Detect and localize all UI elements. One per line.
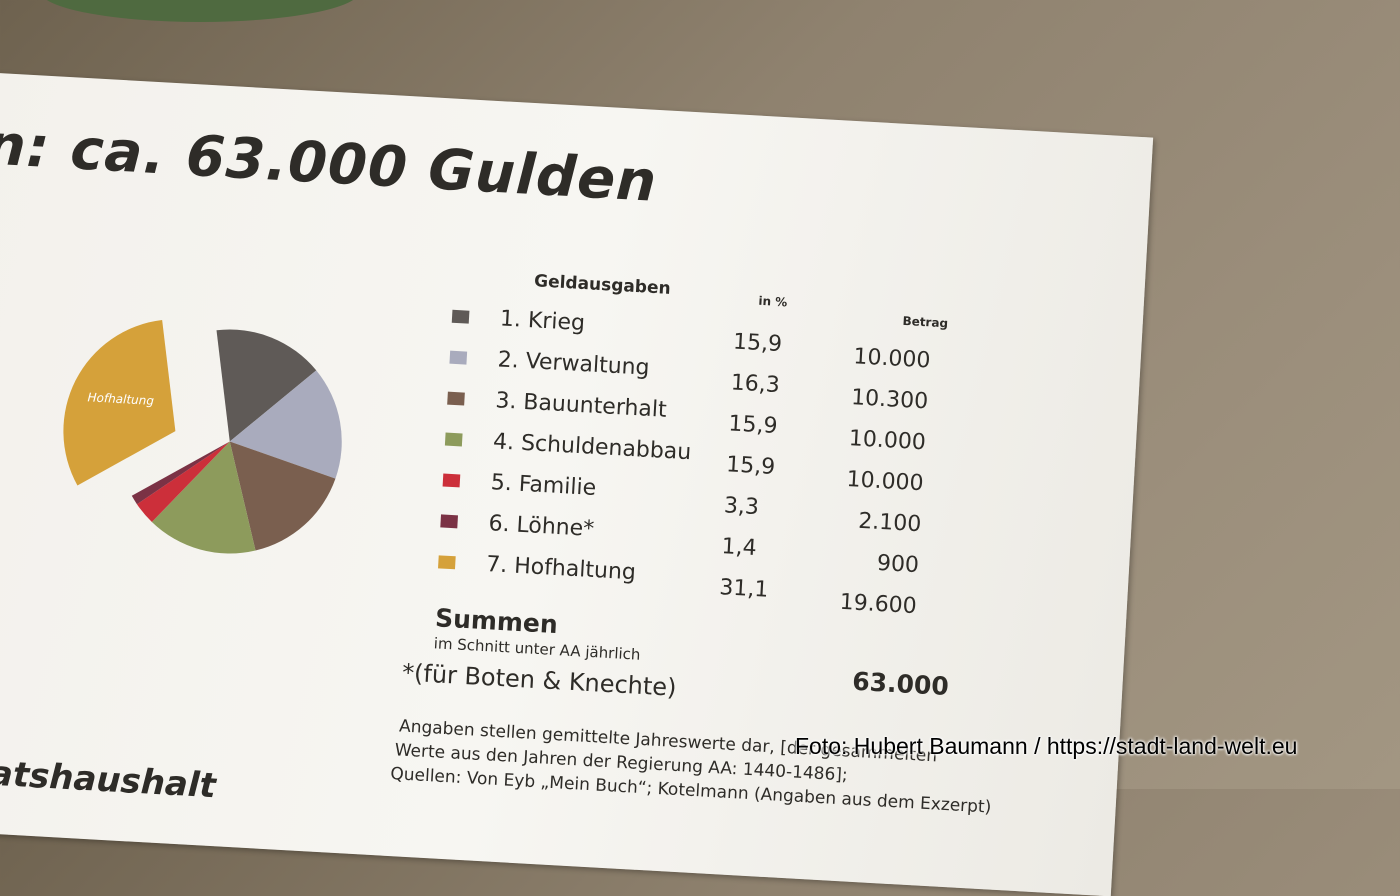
legend-swatch: [440, 514, 458, 529]
legend-swatch: [449, 350, 468, 365]
bottom-fragment: taatshaushalt: [0, 751, 217, 807]
pie-slice-hofhaltung: [63, 319, 176, 486]
background-object: [40, 0, 360, 22]
pie-slice-familie: [136, 441, 230, 523]
legend-swatch: [438, 555, 456, 570]
row-percent: 15,9: [727, 411, 779, 440]
row-amount: 19.600: [839, 589, 918, 620]
sum-amount: 63.000: [851, 666, 950, 702]
pie-slice-krieg: [216, 329, 317, 442]
row-percent: 3,3: [723, 493, 760, 521]
header-percent: in %: [758, 293, 788, 310]
row-percent: 16,3: [730, 370, 781, 399]
legend-swatch: [442, 473, 461, 488]
placard-title: n: ca. 63.000 Gulden: [0, 112, 659, 215]
pie-chart: Hofhaltung: [63, 319, 342, 554]
photo-credit: Foto: Hubert Baumann / https://stadt-lan…: [795, 733, 1298, 759]
footnote: *(für Boten & Knechte): [401, 658, 678, 702]
pie-slice-loehne: [131, 441, 230, 505]
row-percent: 1,4: [720, 534, 758, 562]
row-label: 6. Löhne*: [487, 511, 595, 542]
pie-slice-schuldenabbau: [151, 441, 256, 554]
header-geldausgaben: Geldausgaben: [533, 271, 672, 299]
pie-slice-bauunterhalt: [229, 441, 336, 551]
pie-slice-label: Hofhaltung: [87, 390, 154, 408]
row-percent: 31,1: [718, 575, 769, 603]
pie-slice-verwaltung: [229, 370, 342, 479]
row-percent: 15,9: [725, 452, 776, 480]
row-label: 5. Familie: [490, 470, 597, 502]
row-percent: 15,9: [732, 329, 783, 358]
header-amount: Betrag: [902, 313, 949, 331]
legend-swatch: [451, 309, 470, 324]
legend-swatch: [447, 391, 465, 406]
info-placard: n: ca. 63.000 Gulden Hofhaltung Geldausg…: [0, 72, 1154, 896]
sum-subtitle: im Schnitt unter AA jährlich: [433, 634, 641, 664]
sum-label: Summen: [434, 603, 559, 640]
legend-swatch: [444, 432, 463, 447]
row-label: 1. Krieg: [499, 306, 586, 337]
